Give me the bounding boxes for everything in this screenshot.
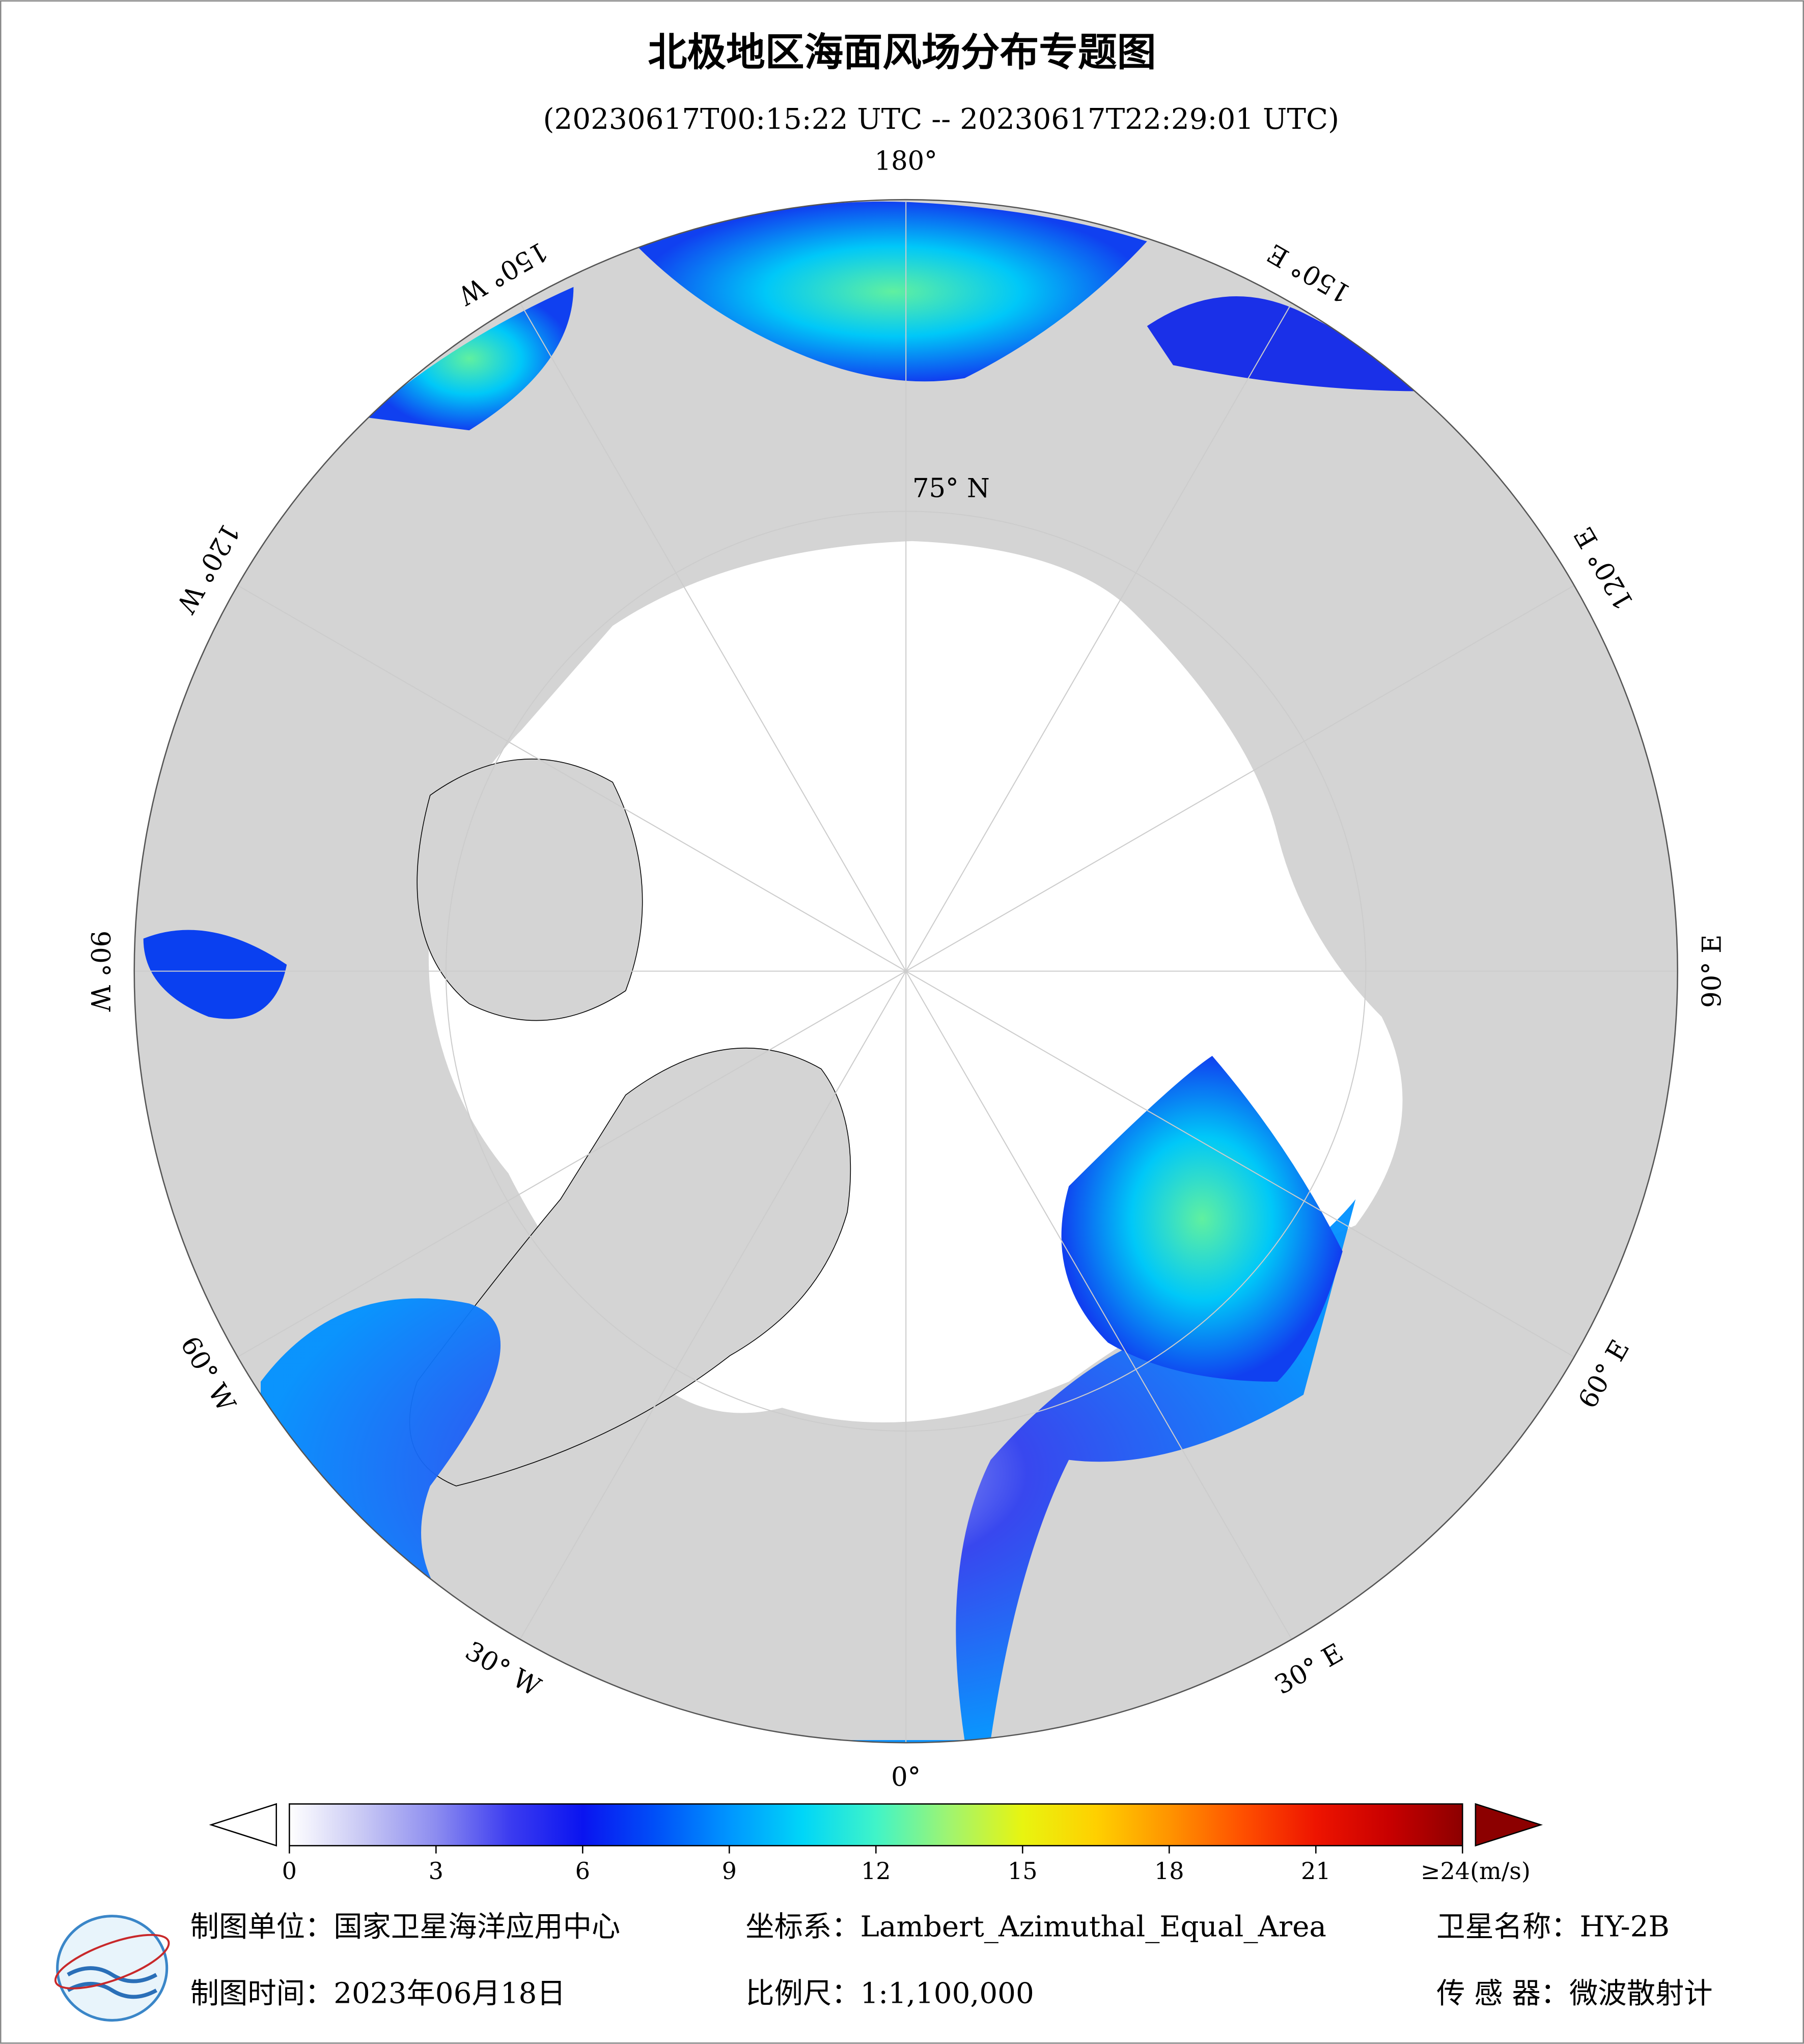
footer-date: 制图时间：2023年06月18日	[190, 1977, 566, 2010]
colorbar-tick-label: 6	[575, 1857, 590, 1885]
meridian-line	[905, 970, 1575, 1358]
meridian-label: 0°	[891, 1762, 921, 1793]
wind-barents	[1061, 1056, 1343, 1382]
colorbar-bar	[289, 1803, 1463, 1846]
parallel-label: 75° N	[912, 473, 990, 503]
footer-sensor: 传 感 器：微波散射计	[1436, 1977, 1712, 2010]
colorbar-tick-label: 0	[282, 1857, 297, 1885]
wind-chukchi	[639, 201, 1147, 382]
logo	[54, 1915, 170, 2022]
footer-unit: 制图单位：国家卫星海洋应用中心	[190, 1911, 620, 1944]
meridian-line	[519, 971, 907, 1640]
colorbar-tick-label: 3	[429, 1857, 443, 1885]
title: 北极地区海面风场分布专题图	[648, 30, 1156, 75]
wind-beaufort	[365, 287, 574, 431]
meridian-line	[905, 585, 1575, 972]
map-edge	[133, 199, 1678, 1744]
colorbar-tick-label: 9	[722, 1857, 737, 1885]
footer-scale: 比例尺：1:1,100,000	[745, 1977, 1034, 2010]
meridian-label: 90° W	[85, 931, 115, 1012]
meridian-line	[905, 302, 1292, 972]
colorbar: 0 3 6 9 12 15 18 21 ≥24(m/s)	[209, 1803, 1543, 1885]
footer-crs: 坐标系：Lambert_Azimuthal_Equal_Area	[745, 1911, 1326, 1944]
meridian-line	[905, 971, 1292, 1640]
meridian-line	[519, 302, 907, 972]
meridian-label: 90° E	[1697, 934, 1727, 1007]
colorbar-tick-label: 12	[861, 1857, 891, 1885]
meridian-line	[237, 970, 906, 1358]
footer-satellite: 卫星名称：HY-2B	[1436, 1911, 1670, 1944]
archipelago	[417, 759, 643, 1021]
colorbar-tick-label: ≥24(m/s)	[1421, 1857, 1531, 1885]
colorbar-over	[1475, 1803, 1543, 1847]
meridian-label: 180°	[875, 146, 937, 176]
meridian-line	[237, 585, 906, 972]
colorbar-under	[209, 1803, 277, 1847]
colorbar-tick-label: 15	[1008, 1857, 1038, 1885]
colorbar-tick-label: 18	[1154, 1857, 1184, 1885]
wind-hudson	[143, 930, 287, 1019]
colorbar-tick-label: 21	[1301, 1857, 1331, 1885]
wind-east-siberian	[1147, 296, 1421, 391]
subtitle: (20230617T00:15:22 UTC -- 20230617T22:29…	[543, 103, 1340, 136]
